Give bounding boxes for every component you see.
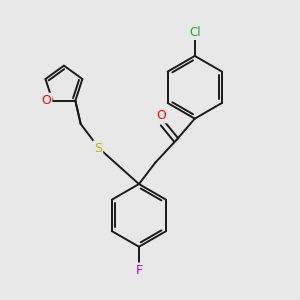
Text: O: O: [41, 94, 51, 107]
Text: O: O: [156, 109, 166, 122]
Text: Cl: Cl: [189, 26, 201, 38]
Text: S: S: [94, 142, 102, 155]
Text: F: F: [135, 264, 142, 277]
